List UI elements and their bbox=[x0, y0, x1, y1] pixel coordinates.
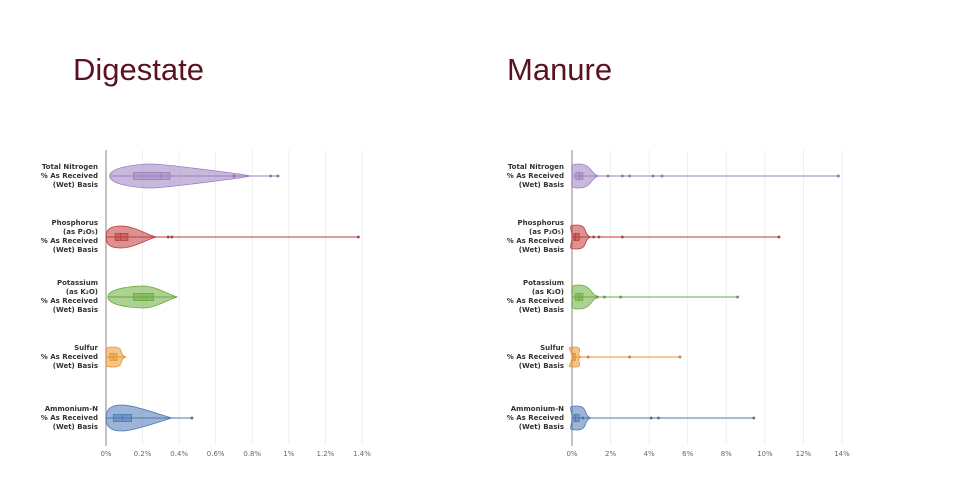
violin-ammonium-n bbox=[105, 404, 194, 432]
manure-title: Manure bbox=[507, 52, 613, 87]
violin-total bbox=[109, 163, 280, 189]
violin-total bbox=[571, 163, 840, 189]
category-label: Sulfur% As Received (Wet) Basis bbox=[506, 343, 564, 370]
category-label: Total Nitrogen% As Received (Wet) Basis bbox=[40, 162, 98, 189]
x-tick-label: 14% bbox=[834, 450, 850, 458]
category-label: Total Nitrogen% As Received (Wet) Basis bbox=[506, 162, 564, 189]
x-tick-label: 10% bbox=[757, 450, 773, 458]
x-tick-label: 0% bbox=[566, 450, 578, 458]
x-tick-label: 2% bbox=[605, 450, 617, 458]
violin-potassium bbox=[571, 284, 740, 310]
x-tick-label: 0.6% bbox=[206, 450, 225, 458]
x-tick-label: 1% bbox=[283, 450, 295, 458]
category-label: Ammonium-N% As Received (Wet) Basis bbox=[506, 404, 564, 431]
x-tick-label: 0% bbox=[100, 450, 112, 458]
digestate-violin-chart: 0% 0.2% 0.4% 0.6% 0.8% 1% 1.2% 1.4% Total Nitrog… bbox=[10, 150, 450, 470]
category-label: Ammonium-N% As Received (Wet) Basis bbox=[40, 404, 98, 431]
x-tick-label: 12% bbox=[795, 450, 812, 458]
plot-area bbox=[568, 150, 843, 446]
category-label: Sulfur% As Received (Wet) Basis bbox=[40, 343, 98, 370]
manure-violin-chart: 0% 2% 4% 6% 8% 10% 12% 14% Total Nitrogen% As Re… bbox=[476, 150, 916, 470]
category-label: Potassium (as K₂O)% As Received (Wet) Basi… bbox=[40, 279, 98, 314]
x-tick-label: 0.2% bbox=[133, 450, 152, 458]
violin-phosphorus bbox=[570, 224, 781, 250]
category-label: Potassium (as K₂O)% As Received (Wet) Basi… bbox=[506, 279, 564, 314]
category-label: Phosphorus (as P₂O₅)% As Received (Wet) Ba… bbox=[506, 219, 564, 254]
violin-potassium bbox=[107, 285, 178, 309]
x-tick-label: 8% bbox=[720, 450, 732, 458]
x-tick-label: 0.4% bbox=[170, 450, 189, 458]
x-tick-label: 1.4% bbox=[353, 450, 371, 458]
x-tick-label: 1.2% bbox=[316, 450, 335, 458]
category-label: Phosphorus (as P₂O₅)% As Received (Wet) Ba… bbox=[40, 219, 98, 254]
x-tick-label: 4% bbox=[643, 450, 655, 458]
x-tick-label: 6% bbox=[682, 450, 694, 458]
plot-area bbox=[105, 150, 363, 446]
violin-phosphorus bbox=[105, 225, 360, 249]
x-tick-label: 0.8% bbox=[243, 450, 262, 458]
violin-sulfur bbox=[105, 346, 127, 368]
violin-ammonium-n bbox=[570, 405, 756, 431]
violin-sulfur bbox=[568, 346, 682, 368]
digestate-title: Digestate bbox=[73, 52, 204, 87]
